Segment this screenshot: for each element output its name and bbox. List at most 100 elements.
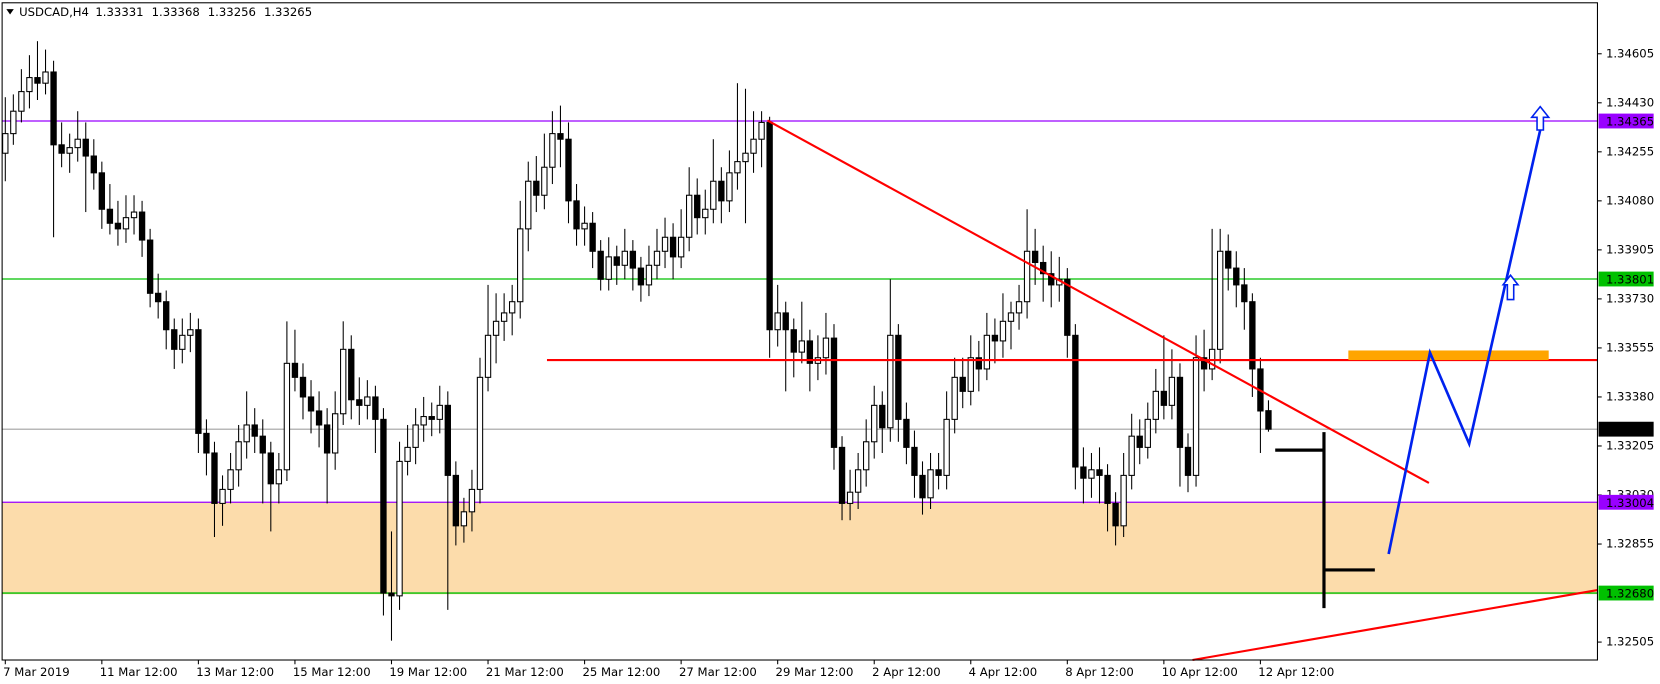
candle-body <box>163 301 170 331</box>
high: 1.33368 <box>152 5 200 19</box>
candle-body <box>822 337 830 359</box>
candle-body <box>283 362 291 471</box>
candle-body <box>1104 474 1111 504</box>
candle-body <box>348 348 355 401</box>
candle-body <box>66 147 73 154</box>
candle-body <box>26 77 33 93</box>
candle-body <box>669 236 677 258</box>
candle-body <box>911 446 918 476</box>
candle-body <box>1136 435 1143 448</box>
candle-body <box>1152 390 1160 420</box>
candle-body <box>1023 250 1031 303</box>
candle-body <box>219 488 226 504</box>
axis: 1.34605 1.34430 1.34255 1.34080 1.33905 1.337… <box>3 46 1654 679</box>
candle-body <box>1031 250 1039 264</box>
candle-body <box>492 320 500 336</box>
candle-body <box>694 194 701 219</box>
arrow-up <box>1501 273 1520 301</box>
low: 1.33256 <box>208 5 256 19</box>
candle-body <box>2 133 9 154</box>
candle-body <box>1265 410 1272 430</box>
x-tick-label: 29 Mar 12:00 <box>776 665 854 679</box>
y-tick-label: 1.33730 <box>1606 291 1654 305</box>
candle-body <box>10 110 17 135</box>
candle-body <box>887 334 894 429</box>
price-tag-label: 1.33004 <box>1606 496 1654 510</box>
candle-body <box>999 320 1007 342</box>
price-tag <box>1598 494 1654 510</box>
candle-body <box>967 357 974 392</box>
target-zone <box>1348 350 1549 361</box>
candle-body <box>211 452 218 504</box>
candle-body <box>661 236 669 252</box>
candle-body <box>718 180 725 202</box>
candle-body <box>412 424 419 448</box>
candle-body <box>1096 469 1103 476</box>
candle-body <box>790 329 797 353</box>
drawings <box>546 105 1598 662</box>
candle-body <box>685 194 693 238</box>
candle-body <box>18 91 25 112</box>
x-tick-label: 8 Apr 12:00 <box>1065 665 1134 679</box>
y-tick-label: 1.32505 <box>1606 635 1654 649</box>
candle-body <box>1088 469 1095 479</box>
candle-body <box>605 256 612 280</box>
x-tick-label: 27 Mar 12:00 <box>679 665 757 679</box>
x-tick-label: 11 Mar 12:00 <box>100 665 178 679</box>
y-tick-label: 1.34430 <box>1606 95 1654 109</box>
candle-body <box>710 180 717 210</box>
candle-body <box>766 121 773 331</box>
candle-body <box>517 228 524 303</box>
candle-body <box>975 357 982 370</box>
open: 1.33331 <box>95 5 143 19</box>
candle-body <box>734 161 741 174</box>
candle-body <box>806 340 814 364</box>
candle-body <box>484 334 492 378</box>
candle-body <box>677 236 685 258</box>
candle-body <box>444 404 451 476</box>
plot-border <box>1 2 1598 661</box>
support-trendline <box>1192 589 1598 662</box>
y-tick-label: 1.34255 <box>1606 144 1654 158</box>
candle-body <box>388 592 395 597</box>
price-tag <box>1598 113 1654 129</box>
candle-body <box>798 340 805 353</box>
candle-body <box>404 446 411 462</box>
candle-body <box>299 376 307 398</box>
candle-body <box>621 250 628 266</box>
candle-body <box>203 432 210 454</box>
x-tick-label: 12 Apr 12:00 <box>1258 665 1334 679</box>
candle-body <box>1168 376 1176 406</box>
y-tick-label: 1.33905 <box>1606 242 1654 256</box>
candle-body <box>114 222 122 230</box>
candle-body <box>58 144 65 154</box>
x-tick-label: 7 Mar 2019 <box>3 665 69 679</box>
trendline <box>766 119 1430 484</box>
candle-body <box>154 292 162 303</box>
candle-body <box>838 446 846 504</box>
candles <box>2 41 1272 641</box>
candle-body <box>927 469 934 499</box>
candle-body <box>742 152 749 163</box>
y-tick-label: 1.34080 <box>1606 193 1654 207</box>
candle-body <box>130 211 138 219</box>
y-tick-label: 1.34605 <box>1606 46 1654 60</box>
candle-body <box>774 312 781 331</box>
candle-body <box>1200 357 1208 370</box>
price-tag-label: 1.32680 <box>1606 587 1654 601</box>
close: 1.33265 <box>264 5 312 19</box>
x-tick-label: 4 Apr 12:00 <box>969 665 1038 679</box>
candle-body <box>508 301 516 314</box>
price-tag <box>1598 421 1654 437</box>
candle-body <box>879 404 886 429</box>
candle-body <box>307 396 315 412</box>
candle-body <box>243 424 250 443</box>
price-tag-label: 1.33801 <box>1606 273 1654 287</box>
candle-body <box>919 474 926 499</box>
x-tick-label: 21 Mar 12:00 <box>486 665 564 679</box>
price-tag <box>1598 585 1654 601</box>
candle-body <box>645 264 653 286</box>
candle-body <box>653 250 661 266</box>
